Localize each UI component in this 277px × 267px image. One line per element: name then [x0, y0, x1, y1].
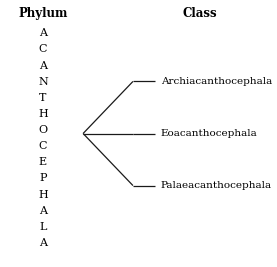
Text: H: H	[38, 190, 48, 200]
Text: C: C	[39, 45, 47, 54]
Text: E: E	[39, 157, 47, 167]
Text: L: L	[39, 222, 47, 232]
Text: A: A	[39, 61, 47, 70]
Text: Class: Class	[182, 7, 217, 20]
Text: N: N	[38, 77, 48, 87]
Text: Phylum: Phylum	[18, 7, 68, 20]
Text: T: T	[39, 93, 47, 103]
Text: Eoacanthocephala: Eoacanthocephala	[161, 129, 257, 138]
Text: H: H	[38, 109, 48, 119]
Text: Archiacanthocephala: Archiacanthocephala	[161, 77, 272, 86]
Text: A: A	[39, 238, 47, 248]
Text: C: C	[39, 141, 47, 151]
Text: A: A	[39, 206, 47, 216]
Text: Palaeacanthocephala: Palaeacanthocephala	[161, 181, 272, 190]
Text: O: O	[39, 125, 47, 135]
Text: P: P	[39, 174, 47, 183]
Text: A: A	[39, 28, 47, 38]
